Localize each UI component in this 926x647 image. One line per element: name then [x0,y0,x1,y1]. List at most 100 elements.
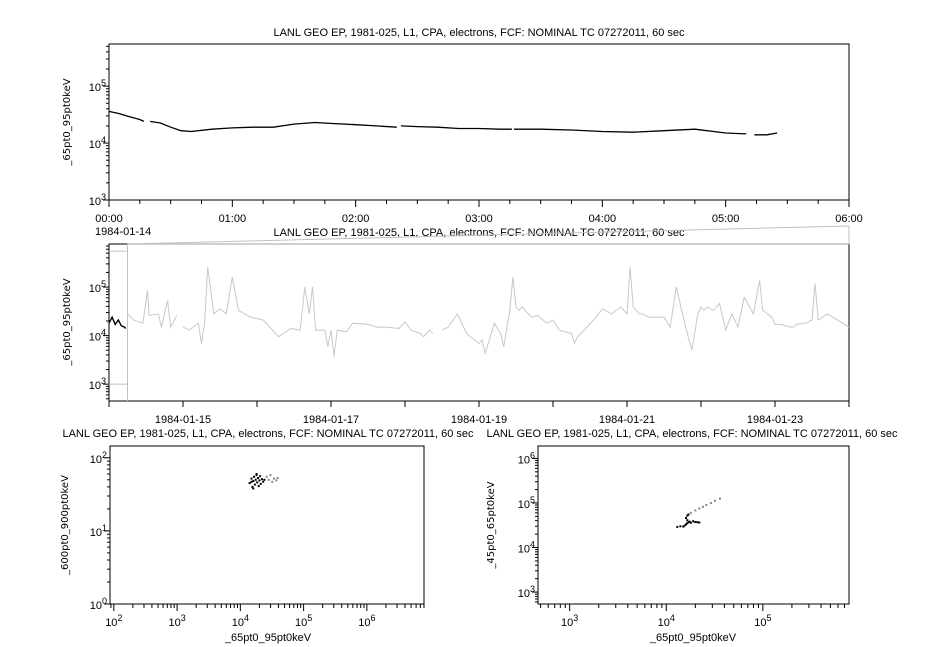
plot2-title: LANL GEO EP, 1981-025, L1, CPA, electron… [273,227,685,239]
plot-timeseries-6h: LANL GEO EP, 1981-025, L1, CPA, electron… [62,27,863,238]
x-tick-label: 105 [295,613,312,629]
scatter-point [685,517,687,519]
scatter2-title: LANL GEO EP, 1981-025, L1, CPA, electron… [486,428,898,440]
scatter-point [263,478,266,481]
y-tick-label: 103 [89,192,106,208]
scatter-point [252,487,255,490]
y-tick-label: 100 [90,596,107,612]
scatter-point [267,478,270,481]
x-tick-label: 00:00 [95,213,123,225]
data-line-segment [108,315,127,329]
scatter-point [686,522,689,525]
x-tick-label: 1984-01-19 [451,414,507,426]
scatter-point [259,475,262,478]
scatter-point [719,497,721,500]
plot2-area: 103 104 105 1984-01-15 1984-01-17 1984-01-19 1… [89,225,850,426]
scatter-point [687,521,690,524]
scatter1-title: LANL GEO EP, 1981-025, L1, CPA, electron… [62,428,474,440]
scatter-point [676,525,679,528]
x-tick-label: 03:00 [465,213,493,225]
plot-frame [109,445,425,605]
scatter-point [265,475,268,478]
data-line-segment [400,125,512,130]
scatter-point [258,479,261,482]
scatter1-ylabel: _600pt0_900pt0keV [60,475,71,576]
y-tick-label: 104 [89,328,106,344]
plot-frame [537,445,850,605]
y-tick-label: 105 [89,78,106,94]
y-tick-label: 102 [90,450,107,466]
scatter-point [709,502,712,504]
scatter-point [696,521,699,524]
data-line-segment [182,267,434,357]
scatter-point [252,480,255,483]
plot-frame [108,43,850,201]
scatter-point [255,474,258,477]
scatter-point [679,525,682,528]
x-tick-label: 06:00 [835,213,863,225]
scatter-point [269,474,272,477]
plot-frame [108,243,850,402]
x-tick-label: 102 [105,613,122,629]
scatter-point [271,480,274,483]
scatter-point [255,473,258,475]
x-tick-label: 1984-01-23 [747,414,803,426]
scatter2-xlabel: _65pt0_95pt0keV [649,632,737,644]
y-tick-label: 103 [518,584,535,600]
plot1-area: 103 104 105 00:00 01:00 02:00 03:00 04:00 05:00 0… [89,43,863,225]
scatter-point [253,483,256,486]
data-line-segment [513,128,747,135]
scatter-point [698,507,701,510]
scatter-point [259,482,262,485]
scatter-point [682,525,685,528]
scatter-point [692,520,695,523]
scatter2-area: 103 104 105 106 103 104 105 [518,445,850,629]
y-tick-label: 105 [518,495,535,511]
data-line-segment [441,267,850,356]
scatter-point [262,480,265,483]
y-tick-label: 106 [518,450,535,466]
scatter1-area: 100 101 102 102 103 104 105 106 [90,445,425,629]
scatter-point [248,482,251,485]
plot1-ylabel: _65pt0_95pt0keV [62,78,73,166]
x-tick-label: 103 [168,613,185,629]
y-tick-label: 101 [90,523,107,539]
scatter-point [705,504,708,506]
x-tick-label: 1984-01-21 [599,414,655,426]
scatter2-ylabel: _45pt0_65pt0keV [486,481,497,569]
scatter-point [714,499,716,502]
y-tick-label: 104 [518,540,535,556]
x-tick-label: 01:00 [219,213,247,225]
x-tick-label: 04:00 [589,213,617,225]
x-tick-label: 05:00 [712,213,740,225]
scatter1-xlabel: _65pt0_95pt0keV [224,632,312,644]
data-line-segment [754,132,778,136]
scatter-point [261,478,263,481]
scatter-point [698,521,701,524]
plot-timeseries-10d: LANL GEO EP, 1981-025, L1, CPA, electron… [62,225,850,426]
scatter-point [702,505,704,508]
x-tick-label: 104 [232,613,249,629]
x-tick-label: 103 [561,613,578,629]
x-tick-label: 105 [754,613,771,629]
scatter-point [250,480,253,483]
plot1-title: LANL GEO EP, 1981-025, L1, CPA, electron… [273,27,685,39]
zoom-connector [127,225,850,245]
y-tick-label: 104 [89,135,106,151]
scatter-point [257,485,260,488]
scatter-point [275,479,278,482]
x-tick-label: 104 [658,613,675,629]
scatter-point [687,513,690,516]
scatter-point [256,481,259,484]
data-line-segment [150,120,397,133]
y-tick-label: 105 [89,279,106,295]
plot2-ylabel: _65pt0_95pt0keV [62,278,73,366]
scatter-point [254,478,257,481]
scatter-point [683,524,686,527]
scatter-point [689,511,692,514]
scatter-plot-right: LANL GEO EP, 1981-025, L1, CPA, electron… [486,428,898,644]
scatter-point [689,521,692,524]
scatter-point [273,477,275,480]
x-tick-label: 1984-01-15 [155,414,211,426]
